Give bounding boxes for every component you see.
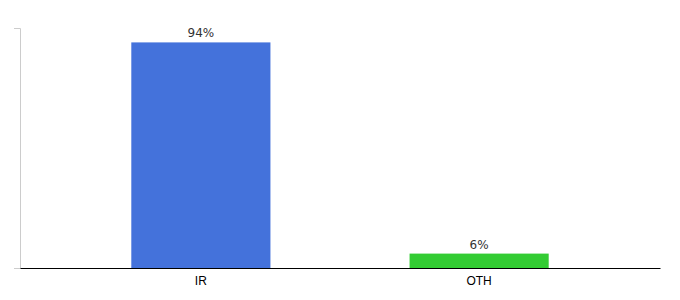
x-tick: IR: [195, 274, 207, 288]
x-axis-line: [21, 268, 661, 269]
bars: [131, 42, 548, 268]
y-axis: [14, 29, 21, 269]
data-label: 6%: [470, 238, 489, 252]
x-tick-label: OTH: [466, 274, 491, 288]
bar: [410, 254, 549, 268]
x-tick-label: IR: [195, 274, 207, 288]
bar: [131, 42, 270, 268]
chart: IR OTH 94% 6%: [0, 0, 680, 300]
data-labels: 94% 6%: [188, 26, 489, 251]
x-tick: OTH: [466, 274, 491, 288]
y-axis-line: [14, 29, 21, 269]
data-label: 94%: [188, 26, 215, 40]
plot-area: IR OTH 94% 6%: [14, 26, 661, 287]
x-axis: IR OTH: [21, 269, 661, 288]
